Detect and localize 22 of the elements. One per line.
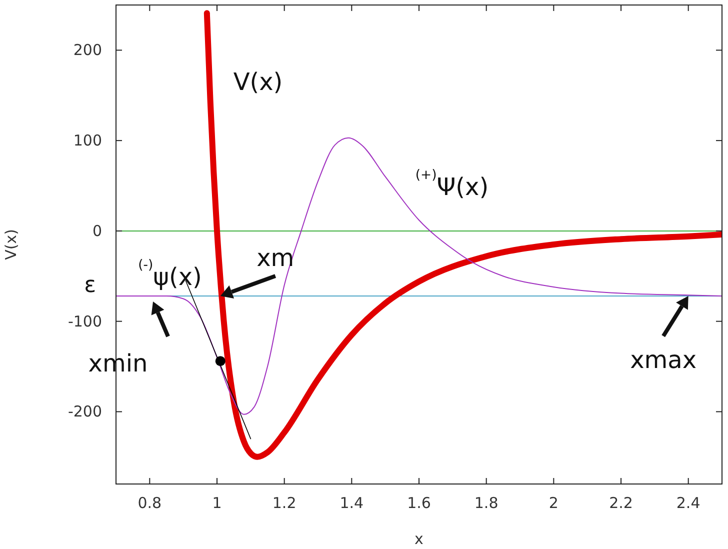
- x-tick-label: 1: [212, 494, 222, 512]
- annotation: xm: [256, 244, 294, 272]
- y-tick-label: -200: [68, 402, 102, 421]
- x-tick-label: 2.2: [609, 494, 633, 512]
- x-tick-label: 2.4: [676, 494, 700, 512]
- x-tick-label: 1.6: [407, 494, 431, 512]
- x-axis-title: x: [414, 530, 424, 548]
- x-tick-label: 1.4: [340, 494, 364, 512]
- y-tick-label: 0: [92, 222, 102, 240]
- ref-line-label: ε: [84, 273, 96, 298]
- y-tick-label: -100: [68, 312, 102, 330]
- x-tick-label: 2: [548, 494, 558, 512]
- annotation: $^{(-)}$ψ(x): [138, 258, 202, 291]
- annotation: xmax: [630, 346, 697, 374]
- x-tick-label: 1.8: [474, 494, 498, 512]
- x-tick-label: 1.2: [272, 494, 296, 512]
- y-tick-label: 200: [73, 41, 102, 60]
- x-tick-label: 0.8: [138, 494, 162, 512]
- y-axis-title: V(x): [2, 229, 20, 260]
- y-tick-label: 100: [73, 132, 102, 150]
- annotation: $^{(+)}$Ψ(x): [415, 168, 489, 201]
- annotation: V(x): [233, 68, 283, 96]
